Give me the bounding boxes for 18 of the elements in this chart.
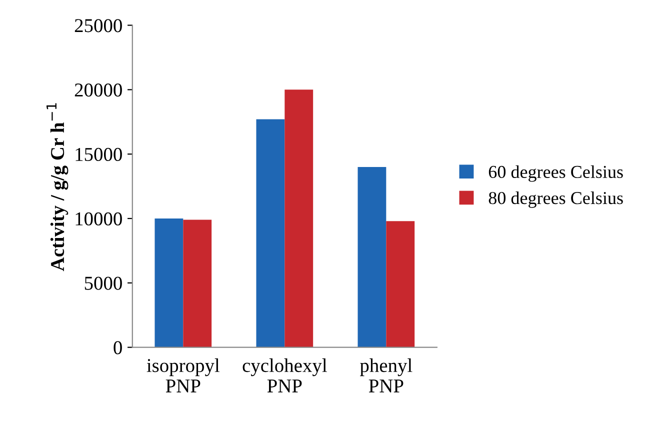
y-axis-title: Activity / g/g Cr h$^{−1}$: [46, 103, 68, 272]
bar: [386, 221, 415, 348]
bar: [358, 166, 386, 348]
bar: [183, 220, 212, 348]
y-tick-label: 5000: [84, 276, 122, 290]
y-tick-label: 0: [114, 341, 122, 354]
y-tick-label: 25000: [74, 19, 122, 32]
legend-label: 60 degrees Celsius: [488, 165, 623, 182]
x-tick-label: isopropyl PNP: [146, 358, 220, 392]
x-tick-label: cyclohexyl PNP: [242, 358, 327, 392]
y-tick-label: 15000: [76, 148, 122, 162]
bar: [256, 119, 285, 348]
legend-label: 80 degrees Celsius: [488, 191, 623, 208]
bar: [154, 218, 184, 348]
y-tick-label: 10000: [76, 212, 122, 226]
x-tick-label: phenyl PNP: [360, 358, 412, 392]
bar: [284, 90, 314, 348]
y-tick-label: 20000: [74, 83, 122, 97]
